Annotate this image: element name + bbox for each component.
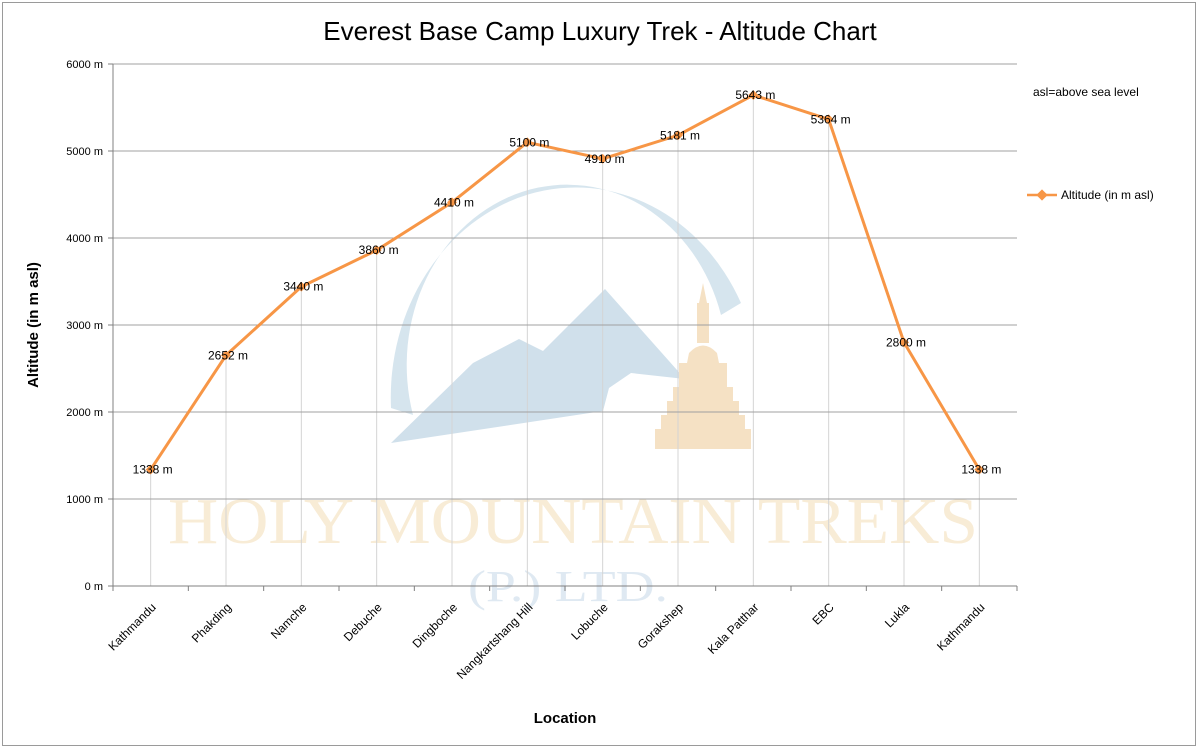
x-tick-label: Kathmandu — [105, 600, 158, 653]
data-point — [974, 464, 985, 475]
x-tick-label: Dingboche — [410, 600, 461, 651]
y-tick-label: 0 m — [85, 581, 103, 593]
data-point — [673, 130, 683, 141]
watermark-logo: HOLY MOUNTAIN TREKS (P.) LTD. — [168, 184, 978, 611]
x-tick-label: Phakding — [189, 600, 234, 645]
vertical-gridlines — [150, 95, 980, 586]
data-point — [899, 337, 909, 348]
legend-marker — [1036, 189, 1048, 201]
data-point — [371, 245, 382, 256]
y-tick-labels: 0 m 1000 m 2000 m 3000 m 4000 m 5000 m 6000 m — [66, 59, 103, 593]
legend: Altitude (in m asl) — [1027, 188, 1154, 202]
asl-note: asl=above sea level — [1033, 85, 1139, 99]
x-tick-label: Namche — [268, 600, 310, 642]
data-point — [597, 153, 608, 164]
data-point — [296, 281, 307, 292]
data-label: 4910 m — [585, 152, 625, 166]
data-label: 2800 m — [886, 335, 926, 349]
watermark-mountain — [391, 289, 685, 443]
x-tick-label: Nangkartshang Hill — [454, 600, 536, 682]
data-label: 1338 m — [133, 463, 173, 477]
y-axis-title: Altitude (in m asl) — [25, 262, 42, 388]
data-label: 5100 m — [509, 135, 549, 149]
watermark-company-name: HOLY MOUNTAIN TREKS — [168, 485, 978, 558]
y-tick-label: 3000 m — [66, 320, 103, 332]
data-label: 1338 m — [961, 463, 1001, 477]
data-label: 5364 m — [811, 112, 851, 126]
data-point — [522, 137, 533, 148]
x-tick-label: Lukla — [882, 600, 912, 630]
data-point — [748, 90, 759, 101]
x-tick-label: Kathmandu — [934, 600, 987, 653]
data-label: 4410 m — [434, 195, 474, 209]
y-tick-label: 1000 m — [66, 494, 103, 506]
data-label: 5181 m — [660, 128, 700, 142]
data-label: 3860 m — [359, 243, 399, 257]
altitude-chart: HOLY MOUNTAIN TREKS (P.) LTD. Everest Ba… — [25, 16, 1154, 727]
data-point — [145, 464, 156, 475]
data-labels: 1338 m 2652 m 3440 m 3860 m 4410 m 5100 m 4910… — [133, 88, 1002, 477]
y-tick-label: 4000 m — [66, 233, 103, 245]
legend-label: Altitude (in m asl) — [1061, 188, 1154, 202]
horizontal-gridlines — [108, 63, 1017, 587]
x-axis-title: Location — [534, 710, 597, 727]
data-label: 2652 m — [208, 348, 248, 362]
altitude-line — [149, 93, 981, 471]
axes — [112, 64, 1018, 591]
x-tick-label: EBC — [809, 600, 837, 628]
data-label: 3440 m — [283, 280, 323, 294]
y-tick-label: 6000 m — [66, 59, 103, 71]
data-label: 5643 m — [735, 88, 775, 102]
y-tick-label: 5000 m — [66, 146, 103, 158]
chart-title: Everest Base Camp Luxury Trek - Altitude… — [323, 16, 877, 46]
data-point — [221, 350, 231, 361]
data-point — [447, 197, 457, 208]
y-tick-label: 2000 m — [66, 407, 103, 419]
x-tick-label: Kala Patthar — [705, 600, 762, 657]
x-tick-label: Debuche — [341, 600, 385, 644]
x-tick-labels: Kathmandu Phakding Namche Debuche DingbocheN… — [105, 600, 987, 682]
data-point — [823, 114, 834, 125]
series-altitude — [145, 90, 985, 475]
